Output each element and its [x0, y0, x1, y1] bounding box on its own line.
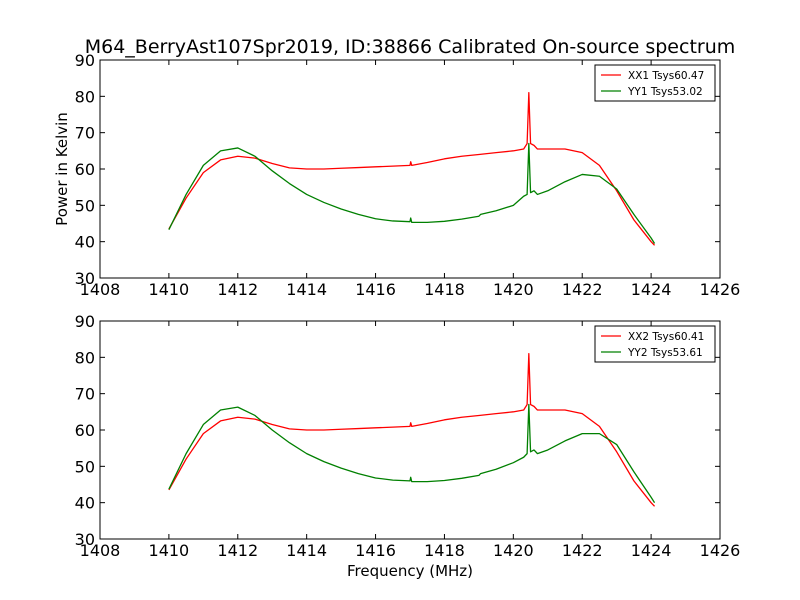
x-tick-label: 1412: [217, 541, 258, 560]
x-tick-label: 1422: [562, 541, 603, 560]
subplots: 1408 1410 1412 1414 1416 1418 1420 1422 1424 1426…: [53, 51, 740, 580]
legend-label: XX2 Tsys60.41: [628, 331, 704, 343]
legend-box: [594, 325, 716, 363]
x-tick-label: 1416: [355, 280, 396, 299]
y-tick-label: 80: [75, 87, 95, 106]
legend-label: YY1 Tsys53.02: [627, 86, 703, 98]
x-tick-label: 1412: [217, 280, 258, 299]
x-tick-label: 1422: [562, 280, 603, 299]
legend: XX2 Tsys60.41 YY2 Tsys53.61: [594, 325, 716, 363]
x-tick-label: 1426: [700, 541, 741, 560]
legend-label: XX1 Tsys60.47: [628, 70, 704, 82]
y-tick-label: 50: [75, 196, 95, 215]
series-line-2: [168, 142, 656, 244]
y-tick-label: 40: [75, 494, 95, 513]
y-tick-label: 60: [75, 421, 95, 440]
figure-title: M64_BerryAst107Spr2019, ID:38866 Calibra…: [85, 36, 736, 58]
x-tick-label: 1416: [355, 541, 396, 560]
y-tick-label: 60: [75, 160, 95, 179]
x-tick-label: 1424: [631, 541, 672, 560]
y-tick-label: 80: [75, 348, 95, 367]
x-tick-label: 1426: [700, 280, 741, 299]
series-line-1: [168, 92, 656, 246]
legend-box: [594, 64, 716, 102]
legend-label: YY2 Tsys53.61: [627, 347, 703, 359]
x-tick-label: 1418: [424, 280, 465, 299]
series-line-1: [168, 353, 656, 507]
y-tick-label: 50: [75, 457, 95, 476]
subplot-2: 1408 1410 1412 1414 1416 1418 1420 1422 1424 1426…: [75, 312, 741, 580]
y-tick-label: 90: [75, 312, 95, 331]
legend: XX1 Tsys60.47 YY1 Tsys53.02: [594, 64, 716, 102]
y-tick-label: 40: [75, 233, 95, 252]
subplot-1: 1408 1410 1412 1414 1416 1418 1420 1422 1424 1426…: [53, 51, 740, 299]
x-tick-label: 1418: [424, 541, 465, 560]
x-tick-label: 1420: [493, 280, 534, 299]
x-tick-label: 1408: [80, 280, 121, 299]
x-tick-label: 1414: [286, 541, 327, 560]
y-tick-label: 70: [75, 385, 95, 404]
x-tick-label: 1414: [286, 280, 327, 299]
x-tick-label: 1410: [149, 280, 190, 299]
y-tick-label: 90: [75, 51, 95, 70]
series-line-2: [168, 403, 656, 504]
y-tick-label: 70: [75, 124, 95, 143]
x-tick-label: 1424: [631, 280, 672, 299]
y-tick-label: 30: [75, 530, 95, 549]
y-axis-label: Power in Kelvin: [53, 112, 71, 226]
x-axis-label: Frequency (MHz): [347, 562, 473, 580]
x-tick-label: 1420: [493, 541, 534, 560]
x-tick-label: 1410: [149, 541, 190, 560]
y-tick-label: 30: [75, 269, 95, 288]
x-tick-label: 1408: [80, 541, 121, 560]
